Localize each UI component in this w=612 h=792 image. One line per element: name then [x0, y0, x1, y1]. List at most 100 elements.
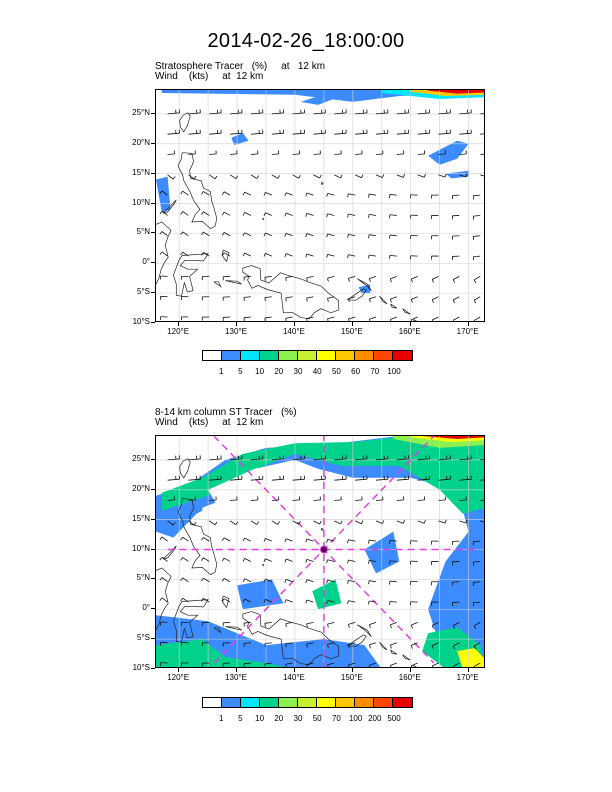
wind-barb-99 — [348, 316, 356, 320]
wind-barb-30 — [209, 499, 217, 501]
wind-barb-flag-123 — [389, 624, 392, 629]
wind-barb-155 — [452, 296, 460, 301]
wind-barb-14 — [182, 251, 189, 257]
coastline-2 — [162, 545, 177, 560]
panel1-map-svg — [156, 90, 484, 321]
lon-tick-4 — [409, 322, 411, 326]
wind-barb-flag-100 — [348, 298, 350, 303]
wind-barb-flag-68 — [285, 277, 287, 282]
lon-label-4: 160°E — [398, 673, 421, 682]
coastline-12 — [390, 649, 397, 655]
wind-barb-95 — [334, 174, 341, 179]
wind-barb-58 — [265, 598, 272, 603]
wind-barb-flag-67 — [285, 297, 287, 302]
wind-barb-flag-16 — [180, 211, 183, 215]
wind-barb-flag-155 — [452, 299, 456, 304]
wind-barb-64 — [271, 132, 284, 135]
wind-barb-flag-99 — [348, 318, 350, 321]
wind-barb-flag-121 — [389, 665, 392, 667]
lon-label-1: 130°E — [225, 673, 247, 682]
wind-barb-153 — [438, 112, 451, 115]
coastline-14 — [413, 665, 418, 667]
wind-barb-133 — [411, 642, 418, 646]
wind-barb-172 — [480, 174, 484, 177]
wind-barb-flag-38 — [221, 557, 225, 562]
wind-barb-82 — [306, 558, 314, 562]
wind-barb-114 — [369, 580, 377, 583]
wind-barb-18 — [188, 520, 195, 526]
tracer-shade-6 — [428, 140, 469, 165]
wind-barb-41 — [230, 499, 238, 501]
wind-barb-102 — [348, 600, 356, 603]
wind-barb-flag-80 — [305, 599, 308, 604]
wind-barb-64 — [271, 478, 284, 481]
colorbar-swatch-4 — [279, 698, 299, 707]
wind-barb-flag-6 — [159, 190, 163, 194]
wind-barb-flag-102 — [347, 600, 349, 605]
coastline-13 — [402, 308, 411, 315]
wind-barb-flag-60 — [263, 558, 266, 563]
wind-barb-40 — [229, 174, 237, 180]
wind-barb-flag-144 — [431, 645, 435, 650]
wind-barb-38 — [223, 211, 231, 216]
coastline-16 — [262, 217, 265, 221]
wind-barb-flag-94 — [326, 193, 328, 197]
wind-barb-flag-123 — [389, 278, 392, 283]
coastline-5 — [221, 595, 230, 609]
wind-barb-flag-3 — [159, 251, 163, 255]
wind-barb-flag-50 — [242, 191, 246, 196]
wind-barb-53 — [250, 478, 263, 481]
wind-barb-70 — [285, 232, 293, 237]
lon-tick-0 — [178, 668, 180, 672]
wind-barb-flag-29 — [214, 521, 218, 526]
wind-barb-76 — [292, 112, 305, 115]
tracer-shade-8 — [445, 170, 469, 179]
wind-barb-flag-47 — [242, 252, 246, 257]
wind-barb-172 — [480, 520, 484, 523]
wind-barb-flag-7 — [172, 176, 176, 180]
wind-barb-98 — [334, 112, 347, 115]
lat-label-7: 10°S — [132, 663, 150, 672]
wind-barb-27 — [203, 557, 210, 562]
wind-barb-20 — [188, 132, 201, 135]
wind-barb-96 — [334, 499, 342, 501]
wind-barb-117 — [375, 174, 383, 178]
wind-barb-79 — [306, 622, 314, 625]
wind-barb-39 — [223, 537, 231, 542]
wind-barb-50 — [244, 537, 252, 542]
wind-barb-45 — [243, 642, 251, 644]
wind-barb-68 — [285, 622, 293, 624]
wind-barb-77 — [306, 316, 314, 319]
panel1-colorbar — [202, 350, 414, 361]
wind-barb-93 — [327, 559, 335, 562]
wind-barb-78 — [306, 642, 314, 645]
wind-barb-flag-5 — [159, 210, 163, 215]
wind-barb-127 — [389, 540, 397, 542]
wind-barb-54 — [250, 112, 263, 115]
wind-barb-16 — [182, 211, 189, 216]
wind-barb-flag-132 — [410, 319, 413, 321]
wind-barb-123 — [390, 622, 397, 626]
lon-label-0: 120°E — [167, 673, 190, 682]
coastline-1 — [177, 152, 218, 230]
colorbar-swatch-6 — [317, 351, 337, 360]
wind-barb-162 — [459, 153, 467, 155]
wind-barb-flag-122 — [389, 645, 392, 649]
wind-barb-145 — [432, 276, 439, 280]
wind-barb-134 — [411, 276, 418, 280]
wind-barb-72 — [285, 538, 293, 542]
wind-barb-153 — [438, 458, 451, 461]
wind-barb-36 — [223, 598, 231, 603]
tracer-shade-7 — [156, 176, 171, 213]
wind-barb-flag-71 — [284, 212, 287, 217]
wind-barb-31 — [209, 132, 222, 135]
wind-barb-58 — [265, 252, 272, 257]
wind-barb-103 — [348, 579, 356, 583]
wind-barb-65 — [271, 458, 284, 461]
wind-barb-flag-15 — [180, 577, 183, 581]
wind-barb-flag-61 — [263, 192, 266, 196]
wind-barb-flag-101 — [348, 624, 350, 628]
wind-barb-71 — [285, 558, 293, 562]
lon-label-4: 160°E — [398, 327, 421, 336]
wind-barb-69 — [285, 253, 293, 257]
